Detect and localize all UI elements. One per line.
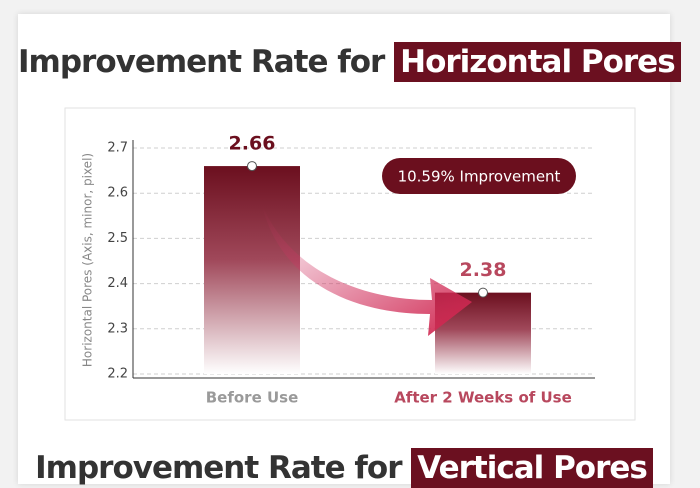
- arrow: [262, 205, 472, 336]
- annotation: 10.59% Improvement: [398, 168, 561, 186]
- y-tick-label: 2.7: [107, 141, 128, 156]
- y-tick-label: 2.4: [107, 276, 128, 291]
- y-tick-label: 2.3: [107, 321, 128, 336]
- chart-box: [64, 107, 636, 421]
- value-label: 2.66: [229, 133, 276, 155]
- bar-dot: [247, 161, 257, 172]
- chart: Horizontal Pores (Axis, minor, pixel) 2.…: [64, 107, 636, 421]
- y-tick-label: 2.2: [107, 367, 128, 382]
- y-axis-label: Horizontal Pores (Axis, minor, pixel): [81, 153, 95, 367]
- y-tick-label: 2.6: [107, 186, 128, 201]
- plot: 2.2 2.3 2.4 2.5 2.6 2.7 2.66 Before Use 2.38 Afte…: [107, 133, 595, 407]
- bar: [204, 166, 300, 374]
- x-tick-label: After 2 Weeks of Use: [394, 389, 572, 407]
- title-text: Improvement Rate for: [18, 44, 395, 80]
- bar-dot: [478, 287, 488, 298]
- y-tick-label: 2.5: [107, 231, 128, 246]
- title-highlight: Horizontal Pores: [394, 42, 681, 82]
- title: Improvement Rate for Horizontal Pores: [18, 42, 681, 82]
- annotation-pill: [382, 158, 576, 194]
- page: Improvement Rate for Horizontal Pores Im…: [18, 14, 681, 488]
- x-tick-label: Before Use: [206, 389, 299, 407]
- value-label: 2.38: [460, 259, 507, 281]
